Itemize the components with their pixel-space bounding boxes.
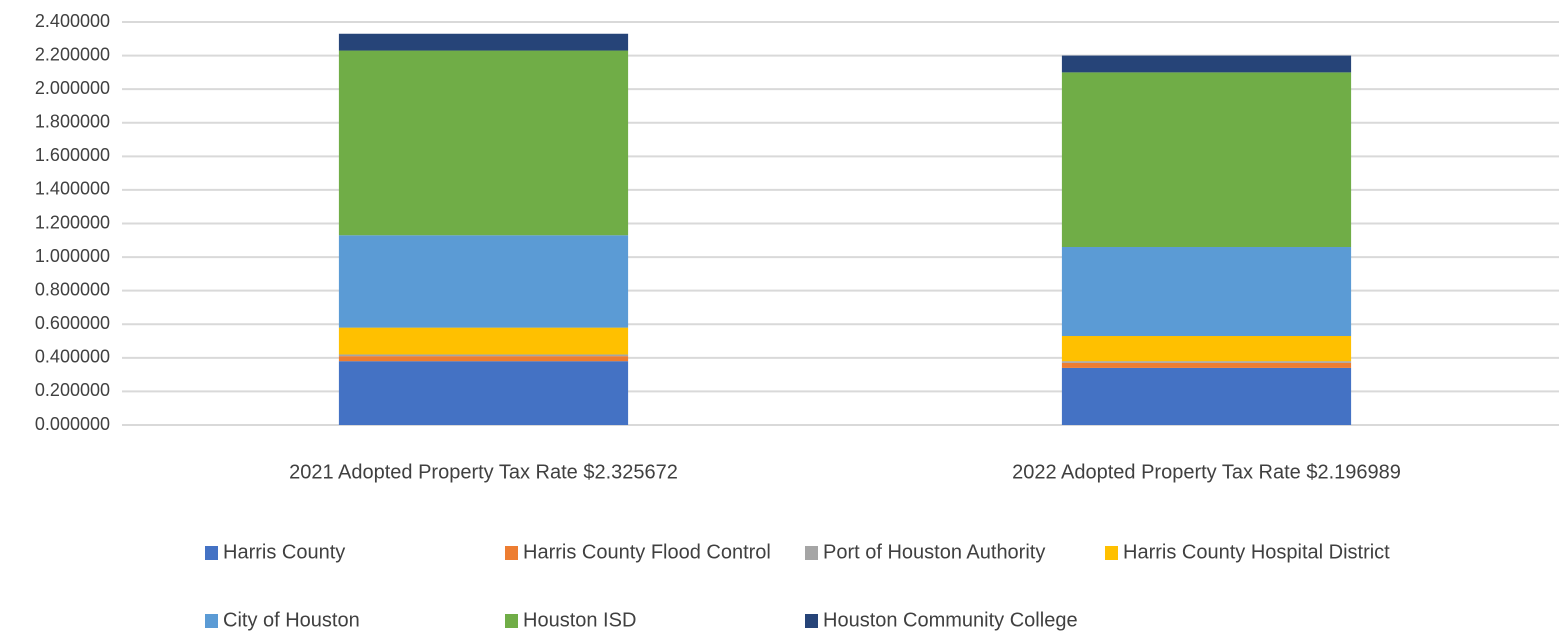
y-tick-label: 0.400000 — [35, 347, 110, 367]
legend-label: Harris County Flood Control — [523, 541, 771, 563]
bar-segment — [338, 50, 629, 236]
y-tick-label: 1.600000 — [35, 145, 110, 165]
y-tick-label: 0.200000 — [35, 380, 110, 400]
bar-segment — [1061, 361, 1352, 363]
legend-label: Harris County Hospital District — [1123, 541, 1390, 563]
bar-segment — [1061, 336, 1352, 362]
legend-swatch — [805, 546, 818, 560]
bar-segment — [1061, 247, 1352, 337]
bar-segment — [338, 327, 629, 355]
y-tick-label: 1.800000 — [35, 112, 110, 132]
y-tick-label: 1.000000 — [35, 246, 110, 266]
legend-label: Houston ISD — [523, 609, 636, 631]
legend-swatch — [805, 614, 818, 628]
legend-swatch — [1105, 546, 1118, 560]
legend-swatch — [505, 546, 518, 560]
bar-segment — [1061, 55, 1352, 73]
y-tick-label: 2.400000 — [35, 11, 110, 31]
legend-swatch — [205, 614, 218, 628]
y-tick-label: 0.000000 — [35, 414, 110, 434]
y-tick-label: 1.200000 — [35, 212, 110, 232]
bar-segment — [338, 356, 629, 362]
y-tick-label: 2.000000 — [35, 78, 110, 98]
bar-segment — [1061, 362, 1352, 368]
legend-label: Harris County — [223, 541, 345, 563]
y-tick-label: 0.600000 — [35, 313, 110, 333]
legend-label: Port of Houston Authority — [823, 541, 1045, 563]
legend-swatch — [505, 614, 518, 628]
y-tick-label: 1.400000 — [35, 179, 110, 199]
bar-segment — [1061, 367, 1352, 425]
bar-segment — [338, 33, 629, 51]
bar-segment — [338, 361, 629, 425]
legend-swatch — [205, 546, 218, 560]
y-tick-label: 2.200000 — [35, 44, 110, 64]
bar-segment — [338, 354, 629, 357]
legend-label: Houston Community College — [823, 609, 1078, 631]
bar-segment — [1061, 72, 1352, 248]
legend-label: City of Houston — [223, 609, 360, 631]
x-tick-label: 2022 Adopted Property Tax Rate $2.196989 — [1012, 461, 1401, 483]
x-tick-label: 2021 Adopted Property Tax Rate $2.325672 — [289, 461, 678, 483]
y-tick-label: 0.800000 — [35, 279, 110, 299]
bar-segment — [338, 235, 629, 328]
